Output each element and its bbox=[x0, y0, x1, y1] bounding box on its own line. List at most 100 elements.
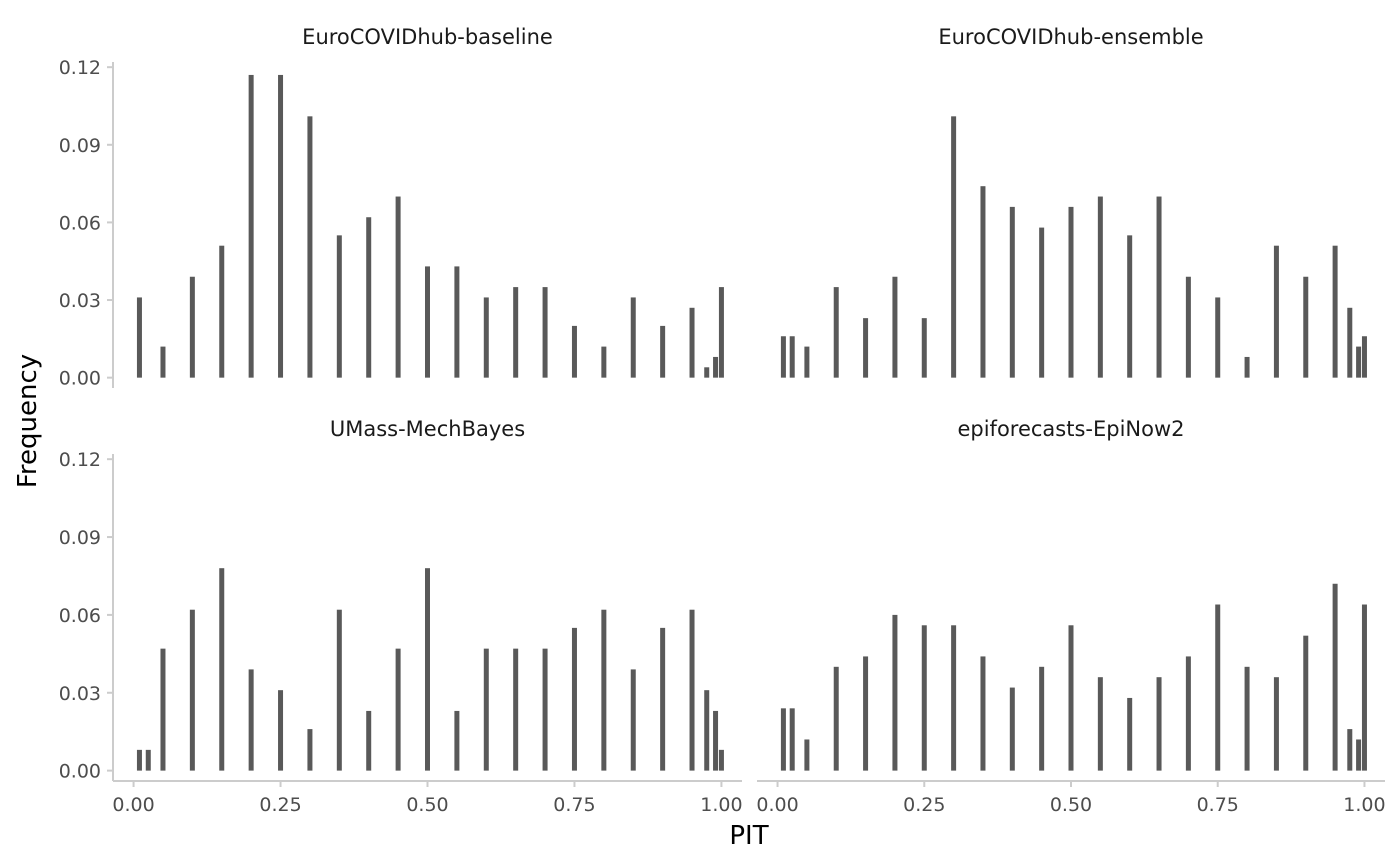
facet-panel: epiforecasts-EpiNow2 0.00 0.25 0.50 0.75 1.00 bbox=[756, 417, 1385, 816]
x-tick-label: 0.50 bbox=[1050, 794, 1092, 816]
facet-panel: EuroCOVIDhub-baseline 0.00 0.03 0.06 0.09 0.1… bbox=[59, 25, 724, 390]
histogram-bar bbox=[1039, 227, 1045, 378]
histogram-bar bbox=[1009, 687, 1015, 771]
y-tick-label: 0.09 bbox=[59, 135, 101, 157]
histogram-bar bbox=[1127, 235, 1133, 378]
histogram-bar bbox=[395, 648, 401, 771]
histogram-bar bbox=[630, 669, 636, 771]
histogram-bar bbox=[1097, 677, 1103, 771]
y-tick-label: 0.12 bbox=[59, 57, 101, 79]
histogram-bar bbox=[219, 245, 225, 378]
histogram-bar bbox=[1347, 729, 1353, 771]
histogram-bar bbox=[1215, 604, 1221, 771]
histogram-bar bbox=[1303, 276, 1309, 378]
y-tick-label: 0.00 bbox=[59, 368, 101, 390]
histogram-bar bbox=[278, 690, 284, 771]
histogram-bar bbox=[892, 276, 898, 378]
histogram-bar bbox=[336, 609, 342, 771]
histogram-bar bbox=[425, 266, 430, 378]
x-tick-label: 1.00 bbox=[1343, 794, 1385, 816]
y-tick-label: 0.03 bbox=[59, 683, 101, 705]
x-tick-label: 0.25 bbox=[903, 794, 945, 816]
histogram-bar bbox=[1244, 356, 1250, 378]
histogram-bar bbox=[1332, 245, 1338, 378]
histogram-bar bbox=[1185, 276, 1191, 378]
histogram-bar bbox=[454, 710, 460, 771]
x-tick-label: 0.75 bbox=[553, 794, 595, 816]
histogram-bar bbox=[1156, 677, 1162, 771]
histogram-bar bbox=[1273, 245, 1279, 378]
histogram-bar bbox=[892, 614, 898, 771]
histogram-bar bbox=[689, 609, 695, 771]
histogram-bar bbox=[542, 648, 548, 771]
histogram-bar bbox=[951, 116, 957, 378]
histogram-bar bbox=[980, 186, 986, 378]
histogram-bar bbox=[1332, 583, 1338, 771]
histogram-bar bbox=[789, 336, 795, 378]
histogram-bar bbox=[248, 669, 254, 771]
facet-title: EuroCOVIDhub-baseline bbox=[302, 25, 553, 49]
histogram-bar bbox=[833, 287, 839, 378]
histogram-bar bbox=[366, 710, 372, 771]
y-tick-label: 0.00 bbox=[59, 761, 101, 783]
histogram-bar bbox=[219, 568, 225, 771]
histogram-bar bbox=[542, 287, 548, 378]
histogram-bar bbox=[1356, 739, 1362, 771]
histogram-bar bbox=[425, 568, 430, 771]
x-tick-label: 0.00 bbox=[756, 794, 798, 816]
histogram-bar bbox=[713, 710, 719, 771]
y-tick-label: 0.09 bbox=[59, 527, 101, 549]
histogram-bar bbox=[366, 217, 372, 378]
histogram-bar bbox=[601, 609, 607, 771]
histogram-bar bbox=[1244, 666, 1250, 771]
histogram-bar bbox=[780, 708, 786, 771]
histogram-bar bbox=[189, 609, 195, 771]
y-axis-title: Frequency bbox=[13, 354, 43, 488]
histogram-bar bbox=[1009, 206, 1015, 378]
y-tick-label: 0.06 bbox=[59, 605, 101, 627]
histogram-bar bbox=[863, 318, 869, 378]
facet-panel: EuroCOVIDhub-ensemble bbox=[780, 25, 1367, 378]
histogram-bar bbox=[1273, 677, 1279, 771]
histogram-bar bbox=[513, 287, 519, 378]
histogram-bar bbox=[571, 325, 577, 378]
histogram-bar bbox=[660, 627, 666, 771]
histogram-bar bbox=[136, 297, 142, 378]
histogram-bar bbox=[921, 625, 927, 771]
histogram-bar bbox=[804, 346, 810, 378]
facet-panel: UMass-MechBayes 0.00 0.03 0.06 0.09 0.12 0.00 0… bbox=[59, 417, 743, 816]
histogram-bar bbox=[1068, 625, 1074, 771]
histogram-bar bbox=[951, 625, 957, 771]
x-tick-label: 0.25 bbox=[259, 794, 301, 816]
histogram-bar bbox=[660, 325, 666, 378]
histogram-bar bbox=[307, 116, 313, 378]
histogram-bar bbox=[601, 346, 607, 378]
histogram-bar bbox=[278, 74, 284, 378]
histogram-bar bbox=[789, 708, 795, 771]
histogram-bar bbox=[713, 356, 719, 378]
histogram-bar bbox=[160, 648, 166, 771]
facet-panels: EuroCOVIDhub-baseline 0.00 0.03 0.06 0.09 0.1… bbox=[59, 25, 1386, 816]
histogram-bar bbox=[1039, 666, 1045, 771]
x-tick-label: 0.50 bbox=[406, 794, 448, 816]
histogram-bar bbox=[863, 656, 869, 771]
histogram-bar bbox=[454, 266, 460, 378]
histogram-bar bbox=[689, 307, 695, 378]
histogram-bar bbox=[248, 74, 254, 378]
histogram-bar bbox=[1068, 206, 1074, 378]
histogram-bar bbox=[136, 749, 142, 771]
histogram-bar bbox=[1127, 697, 1133, 771]
histogram-bar bbox=[307, 729, 313, 771]
y-tick-label: 0.03 bbox=[59, 290, 101, 312]
y-tick-label: 0.12 bbox=[59, 449, 101, 471]
histogram-bar bbox=[336, 235, 342, 378]
histogram-bar bbox=[804, 739, 810, 771]
histogram-bar bbox=[1156, 196, 1162, 378]
histogram-bar bbox=[704, 367, 710, 378]
x-tick-label: 0.75 bbox=[1197, 794, 1239, 816]
histogram-bar bbox=[395, 196, 401, 378]
y-tick-label: 0.06 bbox=[59, 212, 101, 234]
histogram-bar bbox=[513, 648, 519, 771]
facet-title: EuroCOVIDhub-ensemble bbox=[938, 25, 1203, 49]
